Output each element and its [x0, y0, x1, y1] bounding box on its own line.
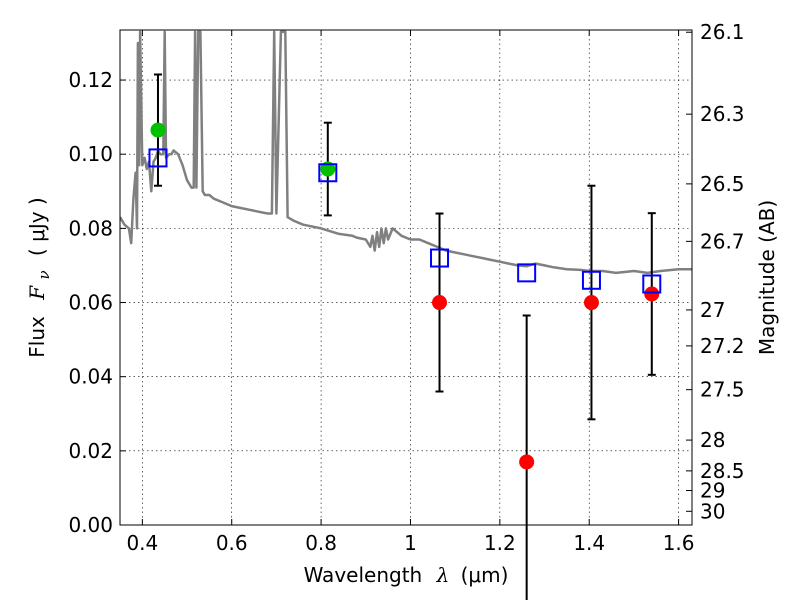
observed-points [150, 122, 660, 470]
observed-point [644, 286, 660, 302]
y2-tick-label: 27.2 [700, 334, 745, 358]
x-tick-label: 1.6 [663, 531, 695, 555]
y-axis-label-unit: ( μJy ) [25, 197, 49, 256]
y2-tick-label: 30 [700, 499, 725, 523]
x-axis-label-unit: (μm) [461, 563, 509, 587]
model-photometry-point [318, 163, 338, 183]
y-tick-label: 0.12 [68, 68, 113, 92]
observed-point [519, 454, 535, 470]
x-tick-label: 1.4 [573, 531, 605, 555]
model-photometry-points [148, 148, 662, 294]
y2-tick-label: 29 [700, 479, 725, 503]
x-tick-label: 1 [404, 531, 417, 555]
model-photometry-point [581, 270, 601, 290]
model-photometry-point [517, 263, 537, 283]
observed-point [320, 161, 336, 177]
y2-tick-label: 26.1 [700, 20, 745, 44]
x-tick-label: 0.6 [216, 531, 248, 555]
y-axis-label-text: Flux [25, 316, 49, 358]
y-tick-label: 0.08 [68, 216, 113, 240]
x-axis-label-symbol: λ [436, 563, 450, 587]
y2-tick-label: 27 [700, 298, 725, 322]
ticks [120, 30, 692, 526]
y2-tick-label: 26.3 [700, 102, 745, 126]
y2-tick-label: 28.5 [700, 459, 745, 483]
y-tick-label: 0.00 [68, 513, 113, 537]
y-tick-label: 0.10 [68, 142, 113, 166]
y-axis-label-subscript: ν [35, 270, 53, 279]
y2-tick-label: 28 [700, 428, 725, 452]
plot-frame [119, 29, 693, 526]
x-tick-label: 0.8 [305, 531, 337, 555]
x-axis-label: Wavelength λ (μm) [304, 563, 509, 587]
y-tick-label: 0.02 [68, 439, 113, 463]
y-tick-label: 0.06 [68, 291, 113, 315]
x-tick-label: 1.2 [484, 531, 516, 555]
y2-tick-label: 26.7 [700, 229, 745, 253]
observed-point [583, 295, 599, 311]
model-spectrum-line [120, 30, 692, 275]
error-bars [153, 73, 656, 600]
y2-tick-label: 26.5 [700, 172, 745, 196]
model-photometry-point [642, 274, 662, 294]
observed-point [432, 295, 448, 311]
y2-tick-label: 27.5 [700, 378, 745, 402]
tick-labels: 0.4 0.6 0.8 1 1.2 1.4 1.6 0.00 0.02 0.04 0.06 0.08 0… [68, 20, 744, 555]
y2-axis-label: Magnitude (AB) [755, 200, 779, 355]
model-photometry-point [148, 148, 168, 168]
model-photometry-point [430, 248, 450, 268]
model-spectrum [120, 30, 692, 275]
y-axis-label: Flux F ν ( μJy ) [25, 197, 54, 357]
y-axis-label-symbol: F [25, 285, 49, 301]
grid [120, 30, 692, 526]
x-axis-label-text: Wavelength [304, 563, 423, 587]
y-tick-label: 0.04 [68, 365, 113, 389]
x-tick-label: 0.4 [126, 531, 158, 555]
observed-point [150, 122, 166, 138]
